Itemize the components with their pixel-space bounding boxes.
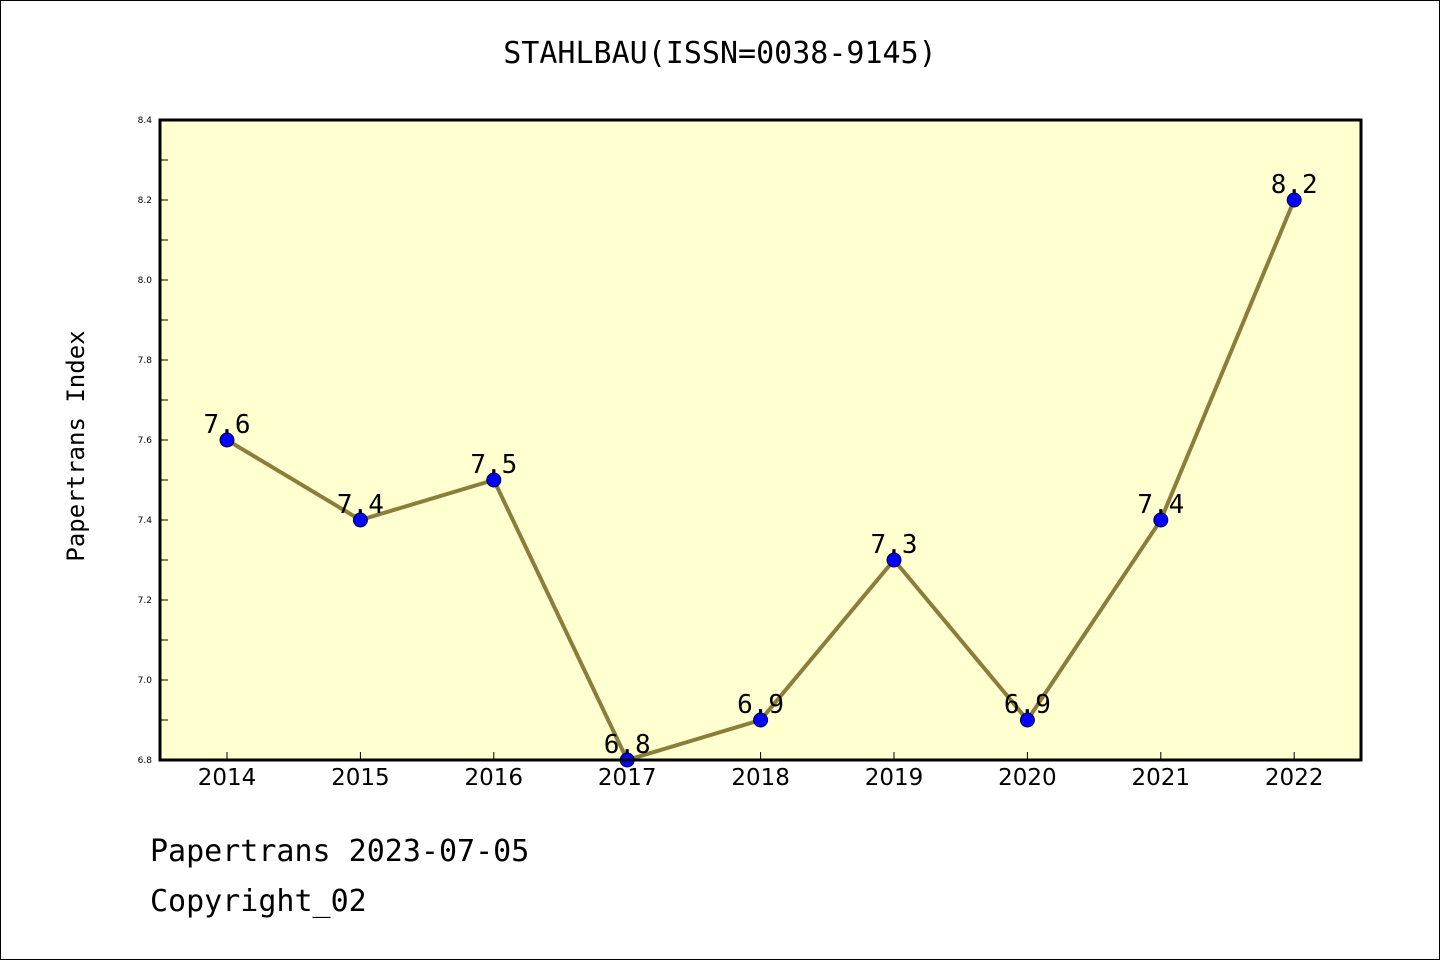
y-tick-label: 8.2: [138, 196, 152, 206]
y-tick-label: 6.8: [138, 756, 153, 766]
data-point: [219, 432, 235, 448]
y-tick-label: 7.6: [138, 436, 153, 446]
plot-area: [160, 120, 1361, 760]
x-tick-label: 2020: [998, 765, 1057, 791]
y-tick-label: 8.4: [138, 116, 153, 126]
data-point: [1286, 192, 1302, 208]
data-label: 8.2: [1271, 170, 1318, 200]
x-tick-label: 2022: [1265, 765, 1324, 791]
data-label: 7.4: [1137, 490, 1184, 520]
data-label: 7.6: [204, 410, 251, 440]
y-tick-label: 7.4: [138, 516, 153, 526]
data-label: 7.5: [470, 450, 517, 480]
y-tick-label: 7.0: [138, 676, 153, 686]
y-tick-label: 7.2: [138, 596, 152, 606]
data-label: 6.9: [1004, 690, 1051, 720]
data-point: [486, 472, 502, 488]
y-tick-label: 7.8: [138, 356, 153, 366]
data-label: 6.9: [737, 690, 784, 720]
x-tick-label: 2016: [465, 765, 524, 791]
data-point: [753, 712, 769, 728]
footer-copyright: Copyright_02: [150, 884, 367, 919]
data-point: [1019, 712, 1035, 728]
data-point: [352, 512, 368, 528]
data-label: 6.8: [604, 730, 651, 760]
x-tick-label: 2018: [731, 765, 790, 791]
chart-title: STAHLBAU(ISSN=0038-9145): [503, 36, 937, 71]
data-point: [886, 552, 902, 568]
x-tick-label: 2014: [198, 765, 257, 791]
x-tick-label: 2015: [331, 765, 390, 791]
x-tick-label: 2021: [1132, 765, 1191, 791]
x-tick-label: 2019: [865, 765, 924, 791]
footer-date: Papertrans 2023-07-05: [150, 834, 530, 869]
plot-border: [158, 118, 1363, 762]
data-point: [1153, 512, 1169, 528]
data-label: 7.4: [337, 490, 384, 520]
x-tick-label: 2017: [598, 765, 657, 791]
y-tick-label: 8.0: [138, 276, 153, 286]
data-label: 7.3: [871, 530, 918, 560]
